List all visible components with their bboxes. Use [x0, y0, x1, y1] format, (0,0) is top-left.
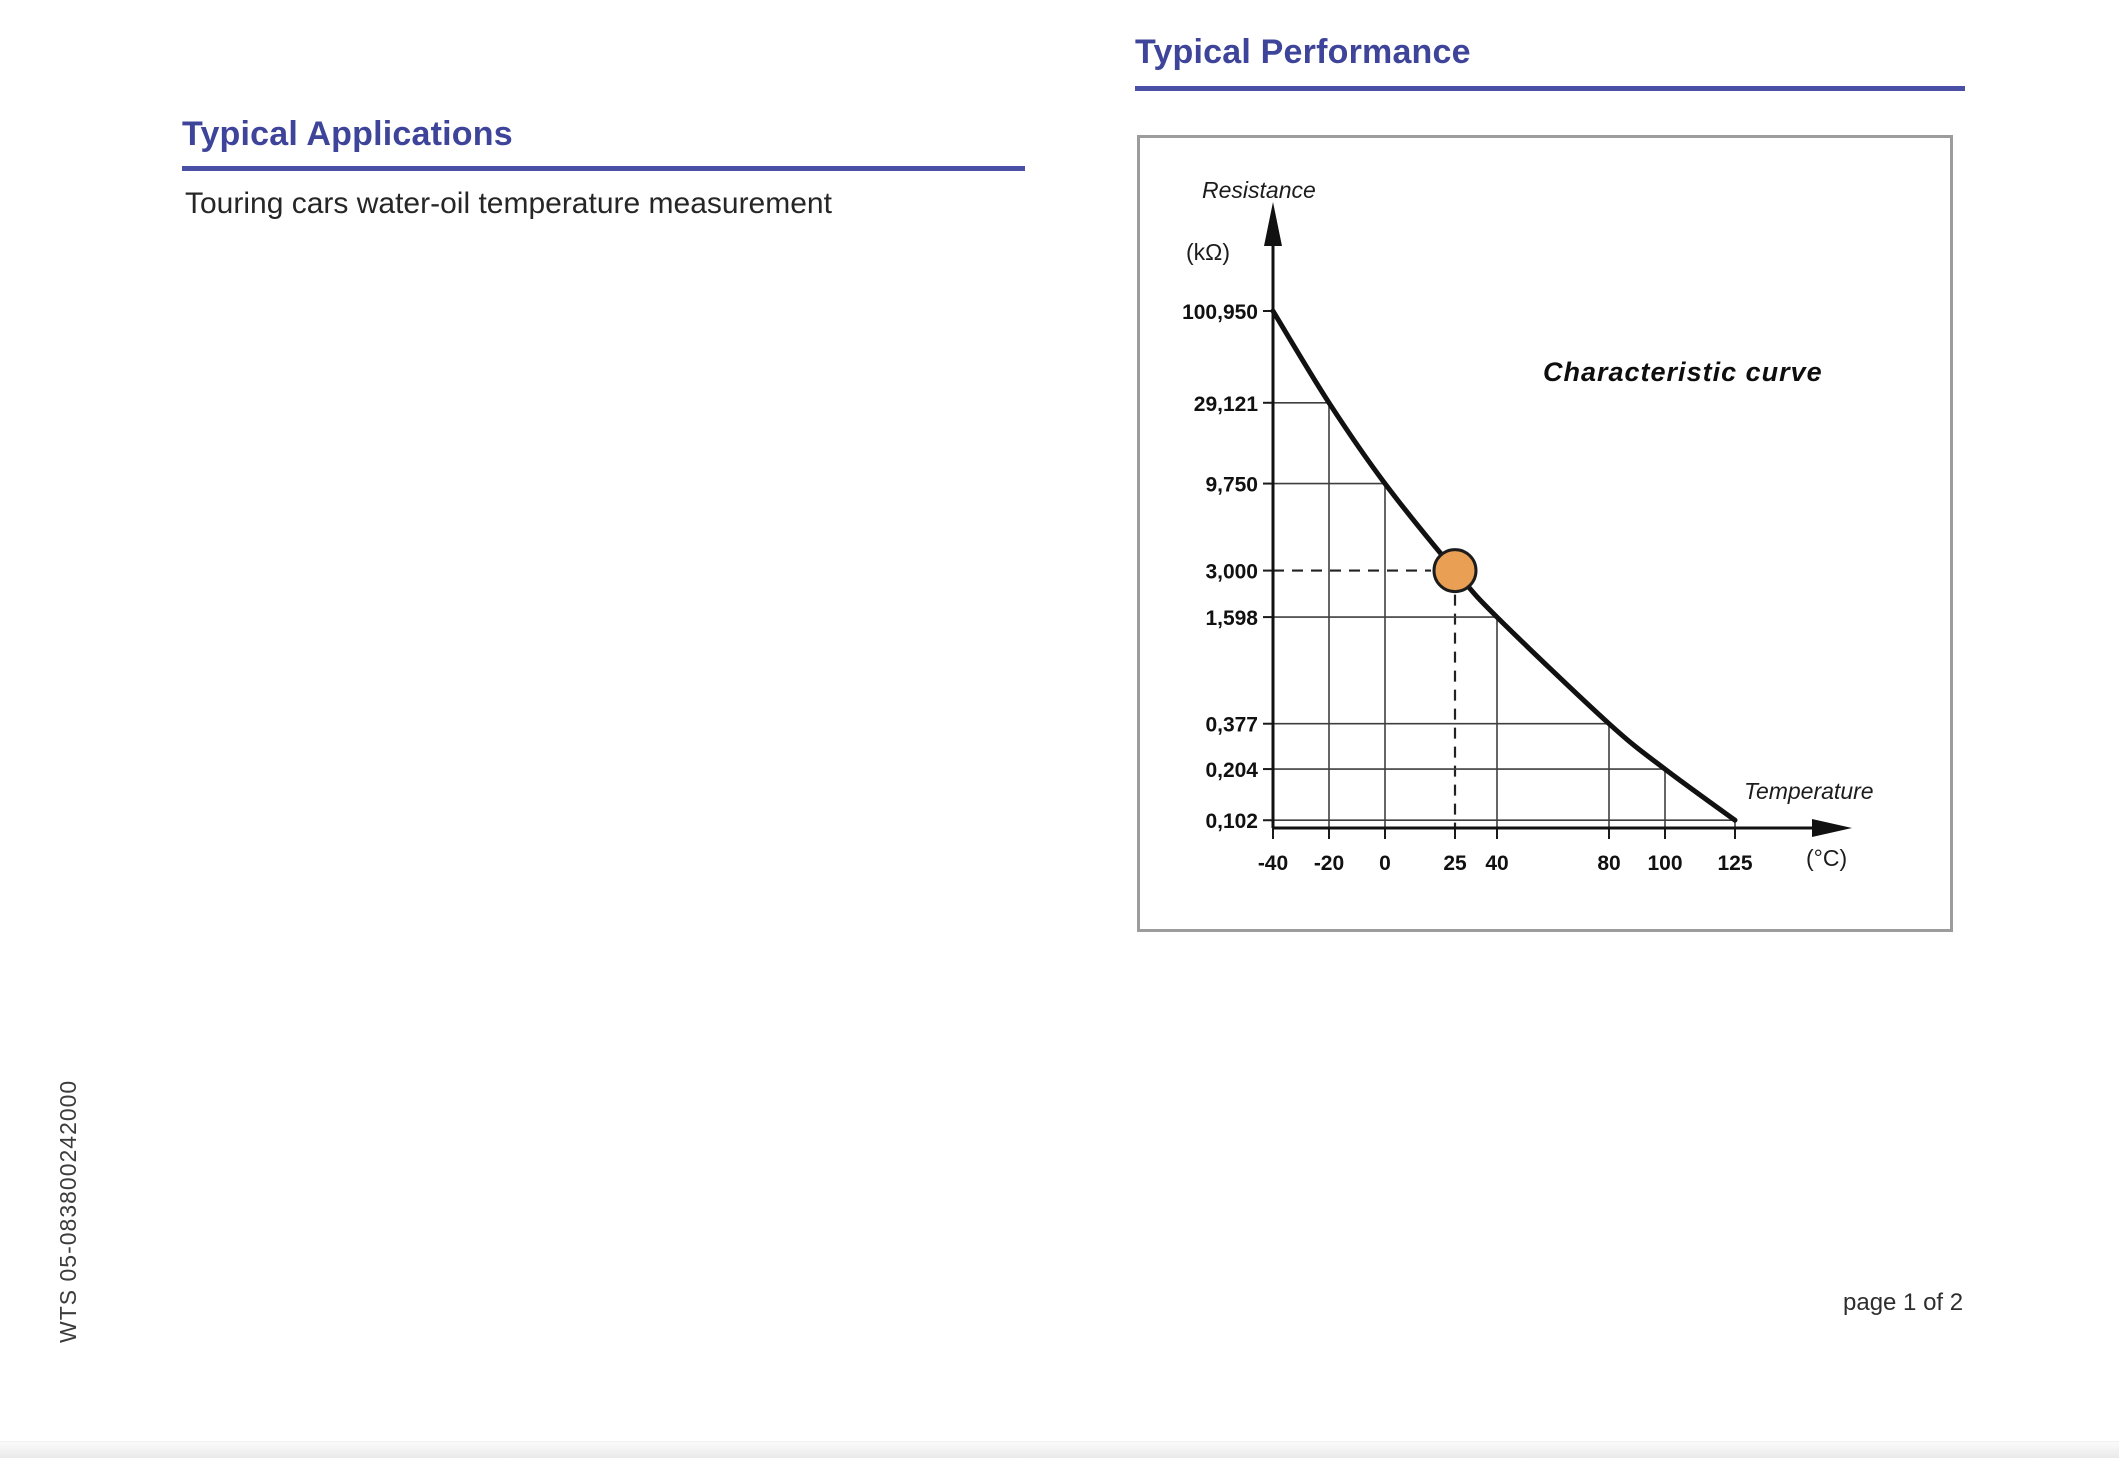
applications-title: Typical Applications	[182, 112, 1025, 171]
chart-title: Characteristic curve	[1543, 357, 1823, 387]
x-tick-label: 125	[1717, 852, 1752, 875]
characteristic-curve-chart: 100,950 29,121 9,750 3,000 1,598 0,377 0,204 0,…	[1137, 135, 1953, 932]
y-axis-title: Resistance	[1202, 177, 1316, 203]
x-tick-label: 40	[1485, 852, 1508, 875]
x-axis-unit: (°C)	[1806, 845, 1847, 871]
y-axis-arrow	[1264, 202, 1282, 246]
y-tick-label: 0,102	[1205, 810, 1258, 833]
y-tick-label: 0,204	[1205, 759, 1258, 782]
x-tick-label: 0	[1379, 852, 1391, 875]
x-tick-label: 25	[1443, 852, 1467, 875]
x-tick-label: 100	[1647, 852, 1682, 875]
y-axis-unit: (kΩ)	[1186, 239, 1230, 265]
x-tick-label: -20	[1314, 852, 1344, 875]
y-tick-label: 100,950	[1182, 301, 1258, 324]
page-bottom-edge	[0, 1441, 2119, 1458]
y-tick-label: 1,598	[1205, 607, 1258, 630]
applications-body: Touring cars water-oil temperature measu…	[185, 187, 832, 220]
document-side-label: WTS 05-083800242000	[55, 1079, 81, 1343]
y-tick-label: 9,750	[1205, 474, 1258, 497]
highlight-point-marker	[1432, 548, 1478, 594]
x-axis-title: Temperature	[1744, 778, 1874, 804]
chart-svg: 100,950 29,121 9,750 3,000 1,598 0,377 0,204 0,…	[1182, 177, 1874, 875]
y-tick-label: 0,377	[1205, 714, 1258, 737]
page-indicator: page 1 of 2	[1843, 1289, 1964, 1316]
y-tick-label: 3,000	[1205, 561, 1258, 584]
y-tick-label: 29,121	[1194, 393, 1259, 416]
performance-title: Typical Performance	[1135, 30, 1965, 91]
characteristic-curve-path	[1270, 308, 1738, 823]
x-axis-arrow	[1812, 819, 1852, 837]
x-tick-label: 80	[1597, 852, 1620, 875]
x-tick-label: -40	[1258, 852, 1288, 875]
